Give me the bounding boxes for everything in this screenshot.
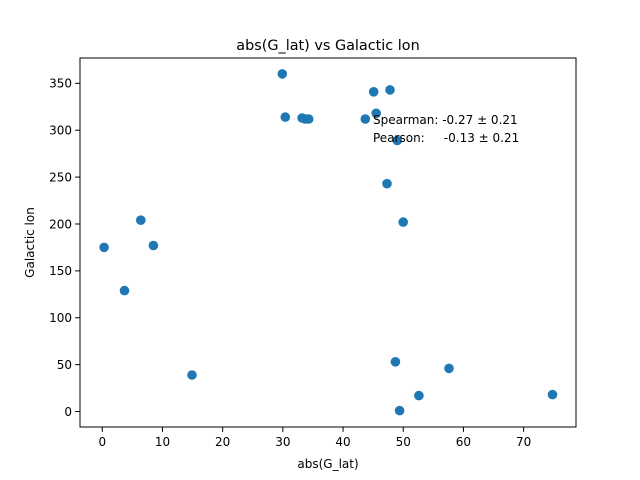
x-tick-label-70: 70: [516, 435, 531, 449]
y-tick-label-50: 50: [57, 358, 72, 372]
x-tick-label-0: 0: [98, 435, 106, 449]
x-tick-label-50: 50: [396, 435, 411, 449]
y-tick-label-100: 100: [49, 311, 72, 325]
chart-title: abs(G_lat) vs Galactic lon: [236, 38, 419, 54]
x-axis-ticks: 0 10 20 30 40 50 60 70: [98, 427, 531, 449]
y-axis-label: Galactic lon: [23, 207, 37, 278]
scatter-point-13: [382, 178, 392, 189]
scatter-point-21: [547, 389, 558, 400]
y-tick-label-0: 0: [64, 405, 72, 419]
scatter-point-2: [136, 215, 146, 225]
scatter-point-20: [444, 363, 454, 374]
scatter-point-4: [187, 370, 197, 380]
scatter-point-18: [398, 217, 409, 227]
y-axis-ticks: 0 50 100 150 200 250 300 350: [49, 77, 80, 419]
scatter-point-0: [99, 242, 109, 253]
x-tick-label-60: 60: [456, 435, 471, 449]
y-tick-label-350: 350: [49, 77, 72, 91]
x-tick-label-30: 30: [275, 435, 290, 449]
scatter-point-3: [148, 240, 159, 251]
scatter-point-11: [368, 87, 379, 97]
scatter-point-17: [394, 405, 405, 416]
x-axis-label: abs(G_lat): [297, 457, 358, 471]
y-tick-label-200: 200: [49, 217, 72, 231]
points-layer: [99, 69, 558, 416]
scatter-point-19: [414, 390, 424, 401]
scatter-point-15: [390, 357, 401, 367]
spearman-annotation: Spearman: -0.27 ± 0.21: [373, 113, 518, 127]
y-tick-label-250: 250: [49, 170, 72, 184]
scatter-point-10: [360, 114, 371, 124]
pearson-annotation: Pearson: -0.13 ± 0.21: [373, 131, 519, 145]
scatter-point-5: [277, 69, 288, 79]
scatter-point-14: [385, 85, 395, 95]
scatter-point-16: [392, 135, 403, 146]
plot-frame: [79, 57, 577, 428]
scatter-point-9: [303, 114, 314, 124]
plot-area: [80, 58, 576, 427]
y-tick-label-150: 150: [49, 264, 72, 278]
x-tick-label-40: 40: [335, 435, 350, 449]
scatter-point-6: [280, 112, 291, 122]
scatter-point-1: [119, 285, 130, 296]
x-tick-label-20: 20: [215, 435, 230, 449]
x-tick-label-10: 10: [155, 435, 170, 449]
y-tick-label-300: 300: [49, 124, 72, 138]
scatter-point-12: [371, 108, 382, 119]
